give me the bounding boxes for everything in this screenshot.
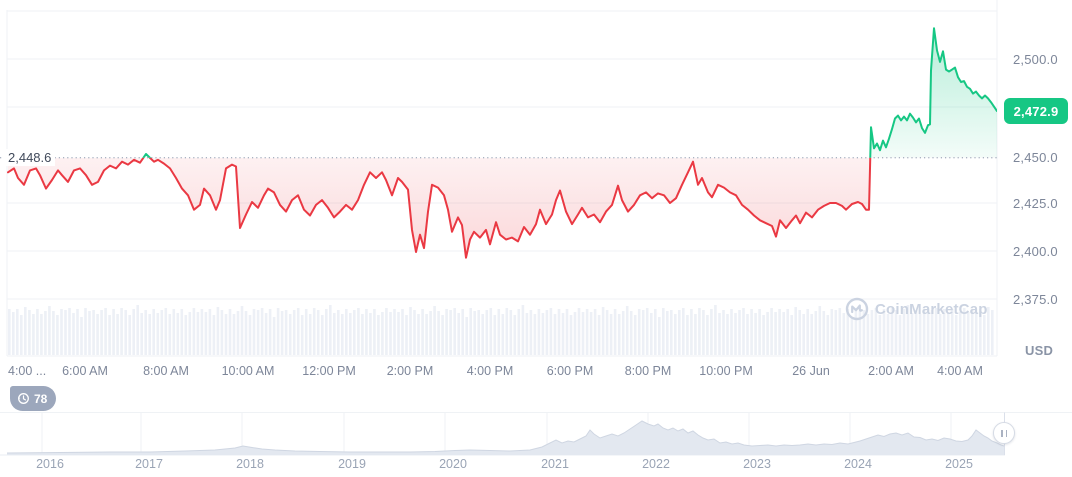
x-axis-tick: 4:00 PM <box>466 364 514 378</box>
range-navigator[interactable] <box>0 405 1072 457</box>
watching-count-badge[interactable]: 78 <box>10 386 57 411</box>
main-price-chart-canvas[interactable] <box>0 0 1072 400</box>
x-axis-tick: 12:00 PM <box>302 364 356 378</box>
navigator-svg <box>0 412 1072 456</box>
x-axis-tick: 8:00 AM <box>143 364 189 378</box>
y-axis-tick: 2,400.0 <box>1013 244 1058 259</box>
navigator-year: 2025 <box>945 457 973 471</box>
y-axis-tick: 2,450.0 <box>1013 150 1058 165</box>
x-axis-tick: 2:00 PM <box>386 364 434 378</box>
navigator-year: 2020 <box>439 457 467 471</box>
navigator-year: 2017 <box>135 457 163 471</box>
watching-count: 78 <box>34 391 48 406</box>
navigator-year: 2023 <box>743 457 771 471</box>
navigator-year: 2019 <box>338 457 366 471</box>
baseline-price-label: 2,448.6 <box>4 149 56 166</box>
x-axis-tick: 4:00 AM <box>937 364 983 378</box>
y-axis-unit-label: USD <box>1025 343 1054 358</box>
x-axis-tick: 26 Jun <box>792 364 830 378</box>
x-axis-tick: 8:00 PM <box>624 364 672 378</box>
main-chart-svg <box>0 0 998 357</box>
x-axis-tick: 10:00 PM <box>699 364 753 378</box>
x-axis-tick: 10:00 AM <box>221 364 275 378</box>
y-axis-tick: 2,500.0 <box>1013 52 1058 67</box>
navigator-year: 2016 <box>36 457 64 471</box>
history-clock-icon <box>18 393 29 404</box>
y-axis-tick: 2,375.0 <box>1013 292 1058 307</box>
x-axis-tick: 6:00 PM <box>546 364 594 378</box>
y-axis-tick: 2,425.0 <box>1013 196 1058 211</box>
navigator-year: 2022 <box>642 457 670 471</box>
x-axis-tick: 2:00 AM <box>868 364 914 378</box>
x-axis-tick: 6:00 AM <box>62 364 108 378</box>
navigator-year: 2021 <box>541 457 569 471</box>
navigator-year: 2018 <box>236 457 264 471</box>
current-price-badge: 2,472.9 <box>1004 98 1068 124</box>
navigator-scroll-handle[interactable] <box>993 422 1015 444</box>
x-axis-tick: 4:00 ... <box>8 364 47 378</box>
navigator-year: 2024 <box>844 457 872 471</box>
